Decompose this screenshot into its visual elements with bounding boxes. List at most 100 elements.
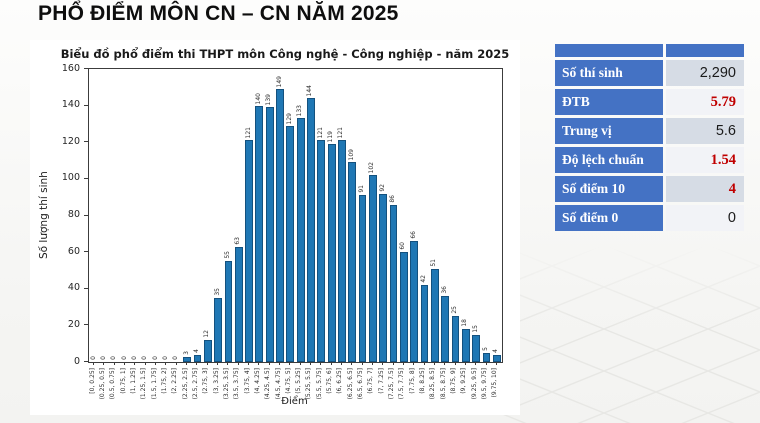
x-tick-mark — [93, 362, 95, 365]
x-axis-ticks: [0, 0.25] (0.25, 0.5] (0.5, 0.75] (0.75, 1]… — [30, 362, 520, 417]
x-tick-mark — [217, 362, 219, 365]
x-tick-mark — [248, 362, 250, 365]
x-tick-label: [0, 0.25] — [88, 368, 96, 394]
x-tick-label: (1.25, 1.5] — [140, 368, 148, 400]
x-tick-mark — [340, 362, 342, 365]
bar-value-label: 0 — [151, 356, 159, 360]
bar-value-label: 102 — [368, 161, 376, 173]
stat-label-trung-vi: Trung vị — [555, 118, 663, 144]
x-tick-mark — [475, 362, 477, 365]
x-tick-mark — [103, 362, 105, 365]
bar — [265, 107, 274, 362]
x-tick-label: (2.75, 3] — [202, 368, 210, 394]
background-lattice-pattern — [500, 245, 760, 423]
x-tick-mark — [309, 362, 311, 365]
x-axis-title: Điểm — [281, 396, 308, 407]
bar — [276, 89, 284, 362]
stat-value-do-lech-chuan: 1.54 — [666, 147, 744, 173]
bar — [203, 340, 212, 362]
x-tick-mark — [351, 362, 353, 365]
x-tick-label: (5, 5.25] — [295, 368, 303, 394]
bar-value-label: 91 — [358, 185, 366, 193]
bar-value-label: 66 — [409, 231, 417, 239]
x-tick-label: (6.75, 7] — [367, 368, 375, 394]
x-tick-mark — [444, 362, 446, 365]
y-tick-label: 20 — [67, 318, 80, 330]
x-tick-mark — [155, 362, 157, 365]
stat-value-so-thi-sinh: 2,290 — [666, 60, 744, 86]
x-tick-label: (6.5, 6.75] — [357, 368, 365, 400]
x-tick-mark — [361, 362, 363, 365]
stat-value-so-diem-0: 0 — [666, 205, 744, 231]
bar-value-label: 12 — [203, 330, 211, 338]
bar-value-label: 0 — [120, 356, 128, 360]
y-tick-label: 0 — [73, 355, 80, 367]
x-tick-label: (3.25, 3.5] — [222, 368, 230, 400]
x-tick-label: (3.75, 4] — [243, 368, 251, 394]
chart-figure: Biểu đồ phổ điểm thi THPT môn Công nghệ … — [30, 40, 520, 415]
x-tick-label: (5.25, 5.5] — [305, 368, 313, 400]
bar-value-label: 35 — [213, 288, 221, 296]
bar — [245, 140, 253, 362]
x-tick-label: (2.25, 2.5] — [181, 368, 189, 400]
y-tick-label: 140 — [61, 99, 80, 111]
x-tick-mark — [320, 362, 322, 365]
bar-value-label: 121 — [337, 126, 345, 138]
bar-value-label: 139 — [265, 93, 273, 105]
x-tick-mark — [330, 362, 332, 365]
bar — [214, 298, 222, 362]
x-tick-label: (7.75, 8] — [408, 368, 416, 394]
bar — [358, 195, 367, 362]
x-tick-label: (1.5, 1.75] — [150, 368, 158, 400]
x-tick-mark — [124, 362, 126, 365]
bar — [472, 335, 481, 362]
bar — [482, 353, 491, 362]
x-tick-label: (9.25, 9.5] — [470, 368, 478, 400]
x-tick-mark — [433, 362, 435, 365]
bar — [296, 118, 305, 362]
y-tick-label: 160 — [61, 62, 80, 74]
x-tick-label: (1, 1.25] — [129, 368, 137, 394]
x-tick-label: (0.5, 0.75] — [109, 368, 117, 400]
x-tick-label: (7.5, 7.75] — [398, 368, 406, 400]
stats-header-cell-label — [555, 44, 663, 57]
x-tick-mark — [464, 362, 466, 365]
x-tick-mark — [196, 362, 198, 365]
bar-value-label: 0 — [172, 356, 180, 360]
x-tick-label: (7, 7.25] — [377, 368, 385, 394]
bar — [193, 355, 202, 362]
x-tick-label: (9.75, 10] — [491, 368, 499, 398]
bar-value-label: 60 — [399, 242, 407, 250]
x-tick-mark — [227, 362, 229, 365]
x-tick-mark — [299, 362, 301, 365]
x-tick-mark — [495, 362, 497, 365]
stat-label-dtb: ĐTB — [555, 89, 663, 115]
bar-value-label: 121 — [316, 126, 324, 138]
x-tick-label: (9, 9.25] — [460, 368, 468, 394]
bar — [317, 140, 326, 362]
bar — [338, 140, 346, 362]
bar — [369, 175, 377, 362]
y-tick-label: 100 — [61, 172, 80, 184]
x-tick-label: (8, 8.25] — [419, 368, 427, 394]
bar-value-label: 0 — [89, 356, 97, 360]
y-tick-mark — [84, 361, 88, 362]
x-tick-label: (6, 6.25] — [336, 368, 344, 394]
x-tick-label: (9.5, 9.75] — [481, 368, 488, 400]
bar — [183, 357, 191, 362]
x-tick-label: (4.75, 5] — [284, 368, 292, 394]
x-tick-label: (4, 4.25] — [253, 368, 261, 394]
bar — [224, 261, 233, 362]
y-tick-label: 120 — [61, 135, 80, 147]
bar-value-label: 4 — [192, 349, 200, 353]
bar-value-label: 109 — [347, 148, 355, 160]
x-tick-label: (8.75, 9] — [450, 368, 458, 394]
x-tick-mark — [402, 362, 404, 365]
y-tick-mark — [84, 287, 88, 289]
y-tick-mark — [84, 214, 88, 216]
x-tick-mark — [485, 362, 487, 365]
bar — [389, 205, 398, 362]
bar-value-label: 51 — [430, 259, 438, 267]
stat-value-so-diem-10: 4 — [666, 176, 744, 202]
bar-value-label: 5 — [482, 347, 489, 351]
